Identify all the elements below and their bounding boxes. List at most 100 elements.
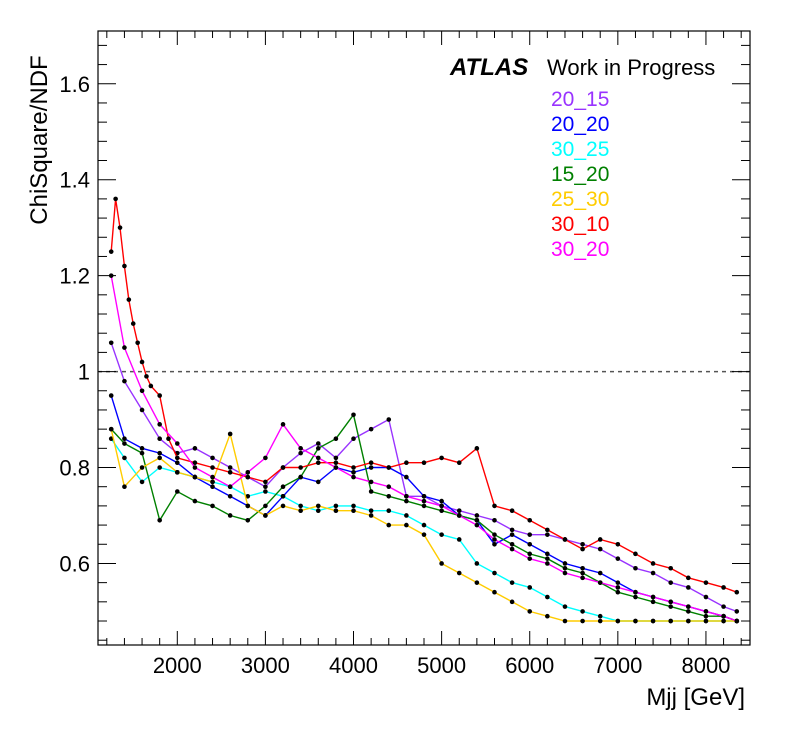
x-tick-label: 4000	[329, 653, 378, 678]
data-point	[456, 460, 462, 466]
data-point	[298, 446, 303, 451]
data-point	[245, 470, 251, 475]
data-point	[368, 479, 374, 485]
data-point	[227, 493, 233, 499]
data-point	[562, 537, 568, 542]
data-point	[545, 532, 550, 537]
data-point	[404, 493, 409, 499]
data-point	[509, 532, 515, 537]
data-point	[315, 503, 321, 509]
data-point	[721, 613, 726, 619]
data-point	[474, 513, 480, 518]
data-point	[368, 508, 374, 513]
data-point	[386, 508, 392, 513]
data-point	[315, 460, 321, 466]
data-point	[227, 484, 233, 490]
data-point	[456, 570, 462, 576]
data-point	[333, 503, 339, 509]
data-point	[734, 589, 740, 595]
data-point	[421, 460, 427, 466]
data-point	[721, 585, 726, 590]
x-tick-label: 7000	[593, 653, 642, 678]
data-point	[210, 474, 215, 480]
data-point	[263, 489, 268, 494]
data-point	[439, 561, 444, 566]
data-point	[686, 575, 691, 581]
data-point	[130, 321, 136, 326]
data-point	[227, 431, 233, 437]
x-tick-label: 2000	[153, 653, 202, 678]
data-point	[686, 585, 691, 590]
data-point	[315, 446, 321, 451]
data-point	[734, 609, 740, 614]
data-point	[545, 527, 550, 533]
series-15_20	[108, 412, 740, 624]
data-point	[139, 359, 145, 365]
series-line	[110, 413, 738, 622]
data-point	[703, 594, 709, 600]
data-point	[139, 446, 145, 451]
data-point	[386, 417, 392, 422]
data-point	[108, 436, 114, 442]
legend-entry: 15_20	[551, 163, 609, 186]
x-tick-label: 8000	[681, 653, 730, 678]
legend-entry: 20_15	[551, 88, 609, 111]
data-point	[368, 460, 374, 466]
series-layer	[108, 196, 740, 624]
data-point	[404, 460, 409, 466]
data-point	[668, 565, 674, 571]
y-tick-label: 1	[78, 360, 90, 385]
data-point	[192, 498, 198, 504]
data-point	[263, 513, 268, 518]
data-point	[509, 508, 515, 513]
data-point	[615, 541, 621, 547]
data-point	[509, 541, 515, 547]
data-point	[703, 609, 709, 614]
data-point	[527, 609, 533, 614]
data-point	[157, 450, 162, 456]
atlas-sublabel: Work in Progress	[547, 55, 715, 80]
data-point	[122, 345, 127, 350]
data-point	[668, 618, 674, 624]
data-point	[439, 455, 444, 461]
data-point	[615, 585, 621, 590]
data-point	[280, 493, 286, 499]
data-point	[509, 527, 515, 533]
data-point	[527, 551, 533, 557]
data-point	[439, 532, 444, 537]
data-point	[492, 517, 497, 523]
data-point	[580, 565, 585, 571]
data-point	[157, 465, 162, 470]
data-point	[633, 618, 638, 624]
data-point	[174, 460, 180, 466]
data-point	[474, 580, 480, 585]
data-point	[280, 422, 286, 427]
axis-layer: 2000 3000 4000 5000 6000 7000 8000 0.6 0.8 1 1.2 1.…	[59, 31, 750, 678]
data-point	[421, 503, 427, 509]
data-point	[157, 455, 162, 461]
series-30_10	[108, 196, 740, 595]
data-point	[527, 517, 533, 523]
data-point	[174, 455, 180, 461]
data-point	[668, 599, 674, 605]
data-point	[263, 503, 268, 509]
data-point	[527, 541, 533, 547]
data-point	[615, 556, 621, 561]
data-point	[703, 618, 709, 624]
data-point	[315, 455, 321, 461]
data-point	[122, 436, 127, 442]
data-point	[580, 575, 585, 581]
data-point	[615, 580, 621, 585]
data-point	[527, 556, 533, 561]
data-point	[280, 484, 286, 490]
data-point	[192, 465, 198, 470]
data-point	[280, 465, 286, 470]
data-point	[210, 479, 215, 485]
data-point	[597, 613, 603, 619]
data-point	[245, 503, 251, 509]
data-point	[439, 508, 444, 513]
data-point	[492, 589, 497, 595]
data-point	[351, 436, 356, 442]
data-point	[686, 618, 691, 624]
